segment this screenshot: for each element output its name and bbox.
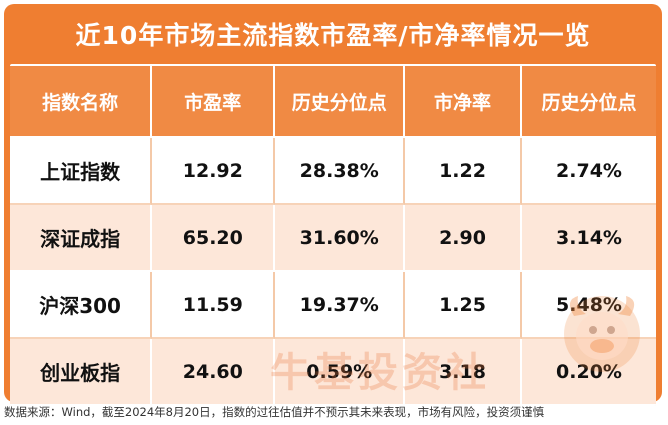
pb-value: 2.90 xyxy=(405,205,523,272)
table-row: 深证成指 65.20 31.60% 2.90 3.14% xyxy=(10,205,656,272)
pb-percentile: 3.14% xyxy=(522,205,656,272)
pb-value: 3.18 xyxy=(405,339,523,406)
table-row: 上证指数 12.92 28.38% 1.22 2.74% xyxy=(10,138,656,205)
pb-percentile: 2.74% xyxy=(522,138,656,205)
table-title: 近10年市场主流指数市盈率/市净率情况一览 xyxy=(75,21,591,50)
valuation-card: 近10年市场主流指数市盈率/市净率情况一览 指数名称 市盈率 历史分位点 市净率… xyxy=(4,4,662,406)
pb-percentile: 0.20% xyxy=(522,339,656,406)
pe-percentile: 0.59% xyxy=(275,339,406,406)
pe-percentile: 19.37% xyxy=(275,272,406,339)
header-pe: 市盈率 xyxy=(152,64,276,138)
header-pb: 市净率 xyxy=(405,64,523,138)
index-name: 深证成指 xyxy=(10,205,153,272)
header-pb-percentile: 历史分位点 xyxy=(522,64,656,138)
index-name: 创业板指 xyxy=(10,339,153,406)
pb-value: 1.22 xyxy=(405,138,523,205)
pe-value: 12.92 xyxy=(152,138,276,205)
pe-percentile: 31.60% xyxy=(275,205,406,272)
header-row: 指数名称 市盈率 历史分位点 市净率 历史分位点 xyxy=(10,64,656,138)
pe-value: 11.59 xyxy=(152,272,276,339)
pb-value: 1.25 xyxy=(405,272,523,339)
pe-value: 24.60 xyxy=(152,339,276,406)
pb-percentile: 5.48% xyxy=(522,272,656,339)
header-pe-percentile: 历史分位点 xyxy=(275,64,406,138)
pe-percentile: 28.38% xyxy=(275,138,406,205)
pe-value: 65.20 xyxy=(152,205,276,272)
index-name: 沪深300 xyxy=(10,272,153,339)
data-source-footnote: 数据来源：Wind，截至2024年8月20日，指数的过往估值并不预示其未来表现，… xyxy=(4,405,545,419)
table-row: 创业板指 24.60 0.59% 3.18 0.20% xyxy=(10,339,656,406)
index-name: 上证指数 xyxy=(10,138,153,205)
header-index-name: 指数名称 xyxy=(10,64,153,138)
table-row: 沪深300 11.59 19.37% 1.25 5.48% xyxy=(10,272,656,339)
valuation-table: 指数名称 市盈率 历史分位点 市净率 历史分位点 上证指数 12.92 28.3… xyxy=(10,64,656,406)
